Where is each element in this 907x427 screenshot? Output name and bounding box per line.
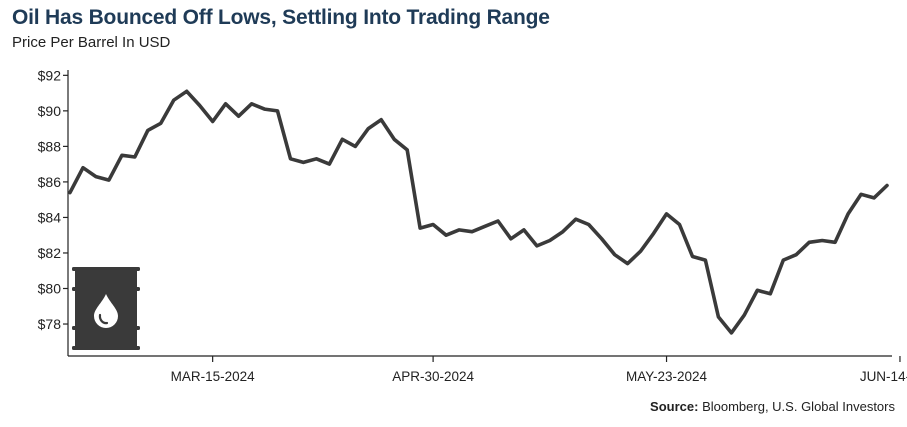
- y-tick-label: $90: [38, 103, 62, 119]
- source-note: Source: Bloomberg, U.S. Global Investors: [650, 399, 895, 414]
- chart-title: Oil Has Bounced Off Lows, Settling Into …: [12, 6, 550, 29]
- x-tick-label: MAY-23-2024: [626, 369, 708, 384]
- y-axis: $78 $80 $82 $84 $86 $88 $90 $92: [38, 67, 69, 356]
- y-tick-label: $84: [38, 209, 62, 225]
- oil-barrel-icon: [72, 267, 140, 350]
- barrel-rim: [72, 346, 140, 350]
- barrel-rim: [72, 267, 140, 271]
- x-tick-label: APR-30-2024: [392, 369, 474, 384]
- chart-subtitle: Price Per Barrel In USD: [12, 34, 171, 51]
- source-label: Source:: [650, 399, 699, 414]
- y-tick-label: $80: [38, 280, 62, 296]
- x-tick-label: JUN-14-2024: [860, 369, 907, 384]
- y-tick-label: $92: [38, 67, 62, 83]
- y-tick-label: $88: [38, 138, 62, 154]
- x-axis: MAR-15-2024 APR-30-2024 MAY-23-2024 JUN-14-…: [68, 355, 907, 384]
- y-tick-label: $82: [38, 245, 62, 261]
- barrel-rim: [72, 287, 140, 291]
- y-tick-label: $86: [38, 174, 62, 190]
- source-text: Bloomberg, U.S. Global Investors: [702, 399, 895, 414]
- y-tick-label: $78: [38, 316, 62, 332]
- oil-drop-highlight: [98, 313, 109, 325]
- series-line-oil-price: [68, 89, 889, 335]
- x-tick-label: MAR-15-2024: [171, 369, 256, 384]
- series-line-group: [68, 89, 889, 335]
